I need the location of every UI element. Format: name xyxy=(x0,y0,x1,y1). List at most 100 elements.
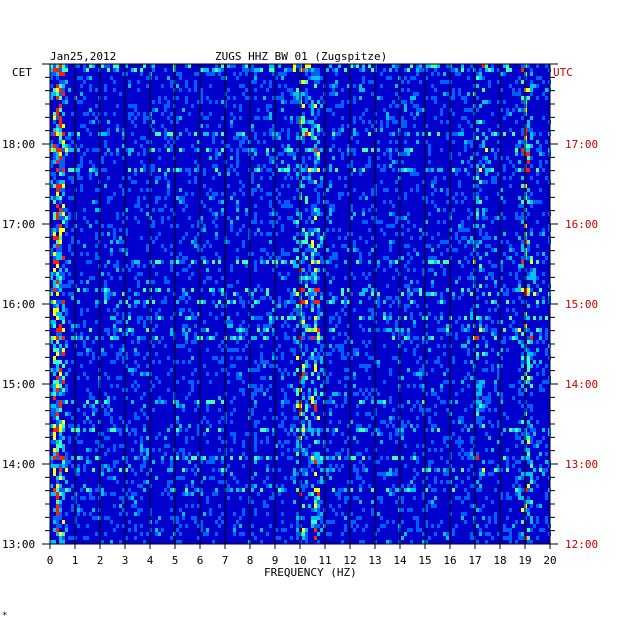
spectrogram-cell xyxy=(230,400,233,404)
spectrogram-cell xyxy=(257,300,260,304)
spectrogram-cell xyxy=(236,520,239,524)
spectrogram-cell xyxy=(365,364,368,368)
spectrogram-cell xyxy=(275,212,278,216)
spectrogram-cell xyxy=(308,68,311,72)
spectrogram-cell xyxy=(350,340,353,344)
spectrogram-cell xyxy=(218,524,221,528)
spectrogram-cell xyxy=(296,404,299,408)
spectrogram-cell xyxy=(410,100,413,104)
spectrogram-cell xyxy=(464,256,467,260)
spectrogram-cell xyxy=(392,64,395,68)
spectrogram-cell xyxy=(371,188,374,192)
spectrogram-cell xyxy=(203,328,206,332)
spectrogram-cell xyxy=(104,516,107,520)
spectrogram-cell xyxy=(284,368,287,372)
spectrogram-cell xyxy=(476,208,479,212)
spectrogram-cell xyxy=(356,428,359,432)
spectrogram-cell xyxy=(71,504,74,508)
spectrogram-cell xyxy=(362,68,365,72)
spectrogram-cell xyxy=(179,308,182,312)
spectrogram-cell xyxy=(293,68,296,72)
spectrogram-cell xyxy=(122,268,125,272)
spectrogram-cell xyxy=(359,500,362,504)
spectrogram-cell xyxy=(470,424,473,428)
spectrogram-cell xyxy=(335,80,338,84)
spectrogram-cell xyxy=(257,68,260,72)
spectrogram-cell xyxy=(467,340,470,344)
spectrogram-cell xyxy=(479,180,482,184)
spectrogram-cell xyxy=(311,204,314,208)
spectrogram-cell xyxy=(116,128,119,132)
spectrogram-cell xyxy=(257,388,260,392)
spectrogram-cell xyxy=(536,96,539,100)
spectrogram-cell xyxy=(356,64,359,68)
spectrogram-cell xyxy=(86,488,89,492)
spectrogram-cell xyxy=(308,176,311,180)
spectrogram-cell xyxy=(308,76,311,80)
spectrogram-cell xyxy=(62,460,65,464)
spectrogram-cell xyxy=(125,72,128,76)
spectrogram-cell xyxy=(161,244,164,248)
spectrogram-cell xyxy=(422,388,425,392)
spectrogram-cell xyxy=(458,132,461,136)
spectrogram-cell xyxy=(407,220,410,224)
spectrogram-cell xyxy=(197,488,200,492)
spectrogram-cell xyxy=(104,96,107,100)
spectrogram-cell xyxy=(314,520,317,524)
spectrogram-cell xyxy=(479,320,482,324)
spectrogram-cell xyxy=(383,152,386,156)
spectrogram-cell xyxy=(476,224,479,228)
spectrogram-cell xyxy=(413,268,416,272)
spectrogram-cell xyxy=(518,340,521,344)
spectrogram-cell xyxy=(236,172,239,176)
spectrogram-cell xyxy=(494,332,497,336)
spectrogram-cell xyxy=(113,460,116,464)
spectrogram-cell xyxy=(53,528,56,532)
spectrogram-cell xyxy=(125,228,128,232)
spectrogram-cell xyxy=(59,392,62,396)
spectrogram-cell xyxy=(431,180,434,184)
spectrogram-cell xyxy=(59,360,62,364)
spectrogram-cell xyxy=(425,232,428,236)
spectrogram-cell xyxy=(236,376,239,380)
spectrogram-cell xyxy=(257,184,260,188)
spectrogram-cell xyxy=(236,160,239,164)
spectrogram-cell xyxy=(311,468,314,472)
spectrogram-cell xyxy=(440,264,443,268)
spectrogram-cell xyxy=(170,144,173,148)
spectrogram-cell xyxy=(485,156,488,160)
spectrogram-cell xyxy=(230,124,233,128)
spectrogram-cell xyxy=(83,464,86,468)
spectrogram-cell xyxy=(251,524,254,528)
spectrogram-cell xyxy=(254,88,257,92)
spectrogram-cell xyxy=(143,404,146,408)
spectrogram-cell xyxy=(146,244,149,248)
spectrogram-cell xyxy=(50,272,53,276)
spectrogram-cell xyxy=(269,256,272,260)
spectrogram-cell xyxy=(116,328,119,332)
spectrogram-cell xyxy=(83,244,86,248)
spectrogram-cell xyxy=(320,296,323,300)
spectrogram-cell xyxy=(365,220,368,224)
spectrogram-cell xyxy=(536,148,539,152)
spectrogram-cell xyxy=(317,316,320,320)
spectrogram-cell xyxy=(257,164,260,168)
spectrogram-cell xyxy=(185,440,188,444)
spectrogram-cell xyxy=(458,152,461,156)
spectrogram-cell xyxy=(533,524,536,528)
spectrogram-cell xyxy=(53,308,56,312)
spectrogram-cell xyxy=(545,460,548,464)
spectrogram-cell xyxy=(56,384,59,388)
spectrogram-cell xyxy=(401,436,404,440)
spectrogram-cell xyxy=(233,408,236,412)
spectrogram-cell xyxy=(308,268,311,272)
spectrogram-cell xyxy=(221,456,224,460)
spectrogram-cell xyxy=(53,232,56,236)
spectrogram-cell xyxy=(77,64,80,68)
spectrogram-cell xyxy=(284,320,287,324)
spectrogram-cell xyxy=(404,196,407,200)
spectrogram-cell xyxy=(515,436,518,440)
spectrogram-cell xyxy=(68,196,71,200)
spectrogram-cell xyxy=(284,428,287,432)
spectrogram-cell xyxy=(176,420,179,424)
